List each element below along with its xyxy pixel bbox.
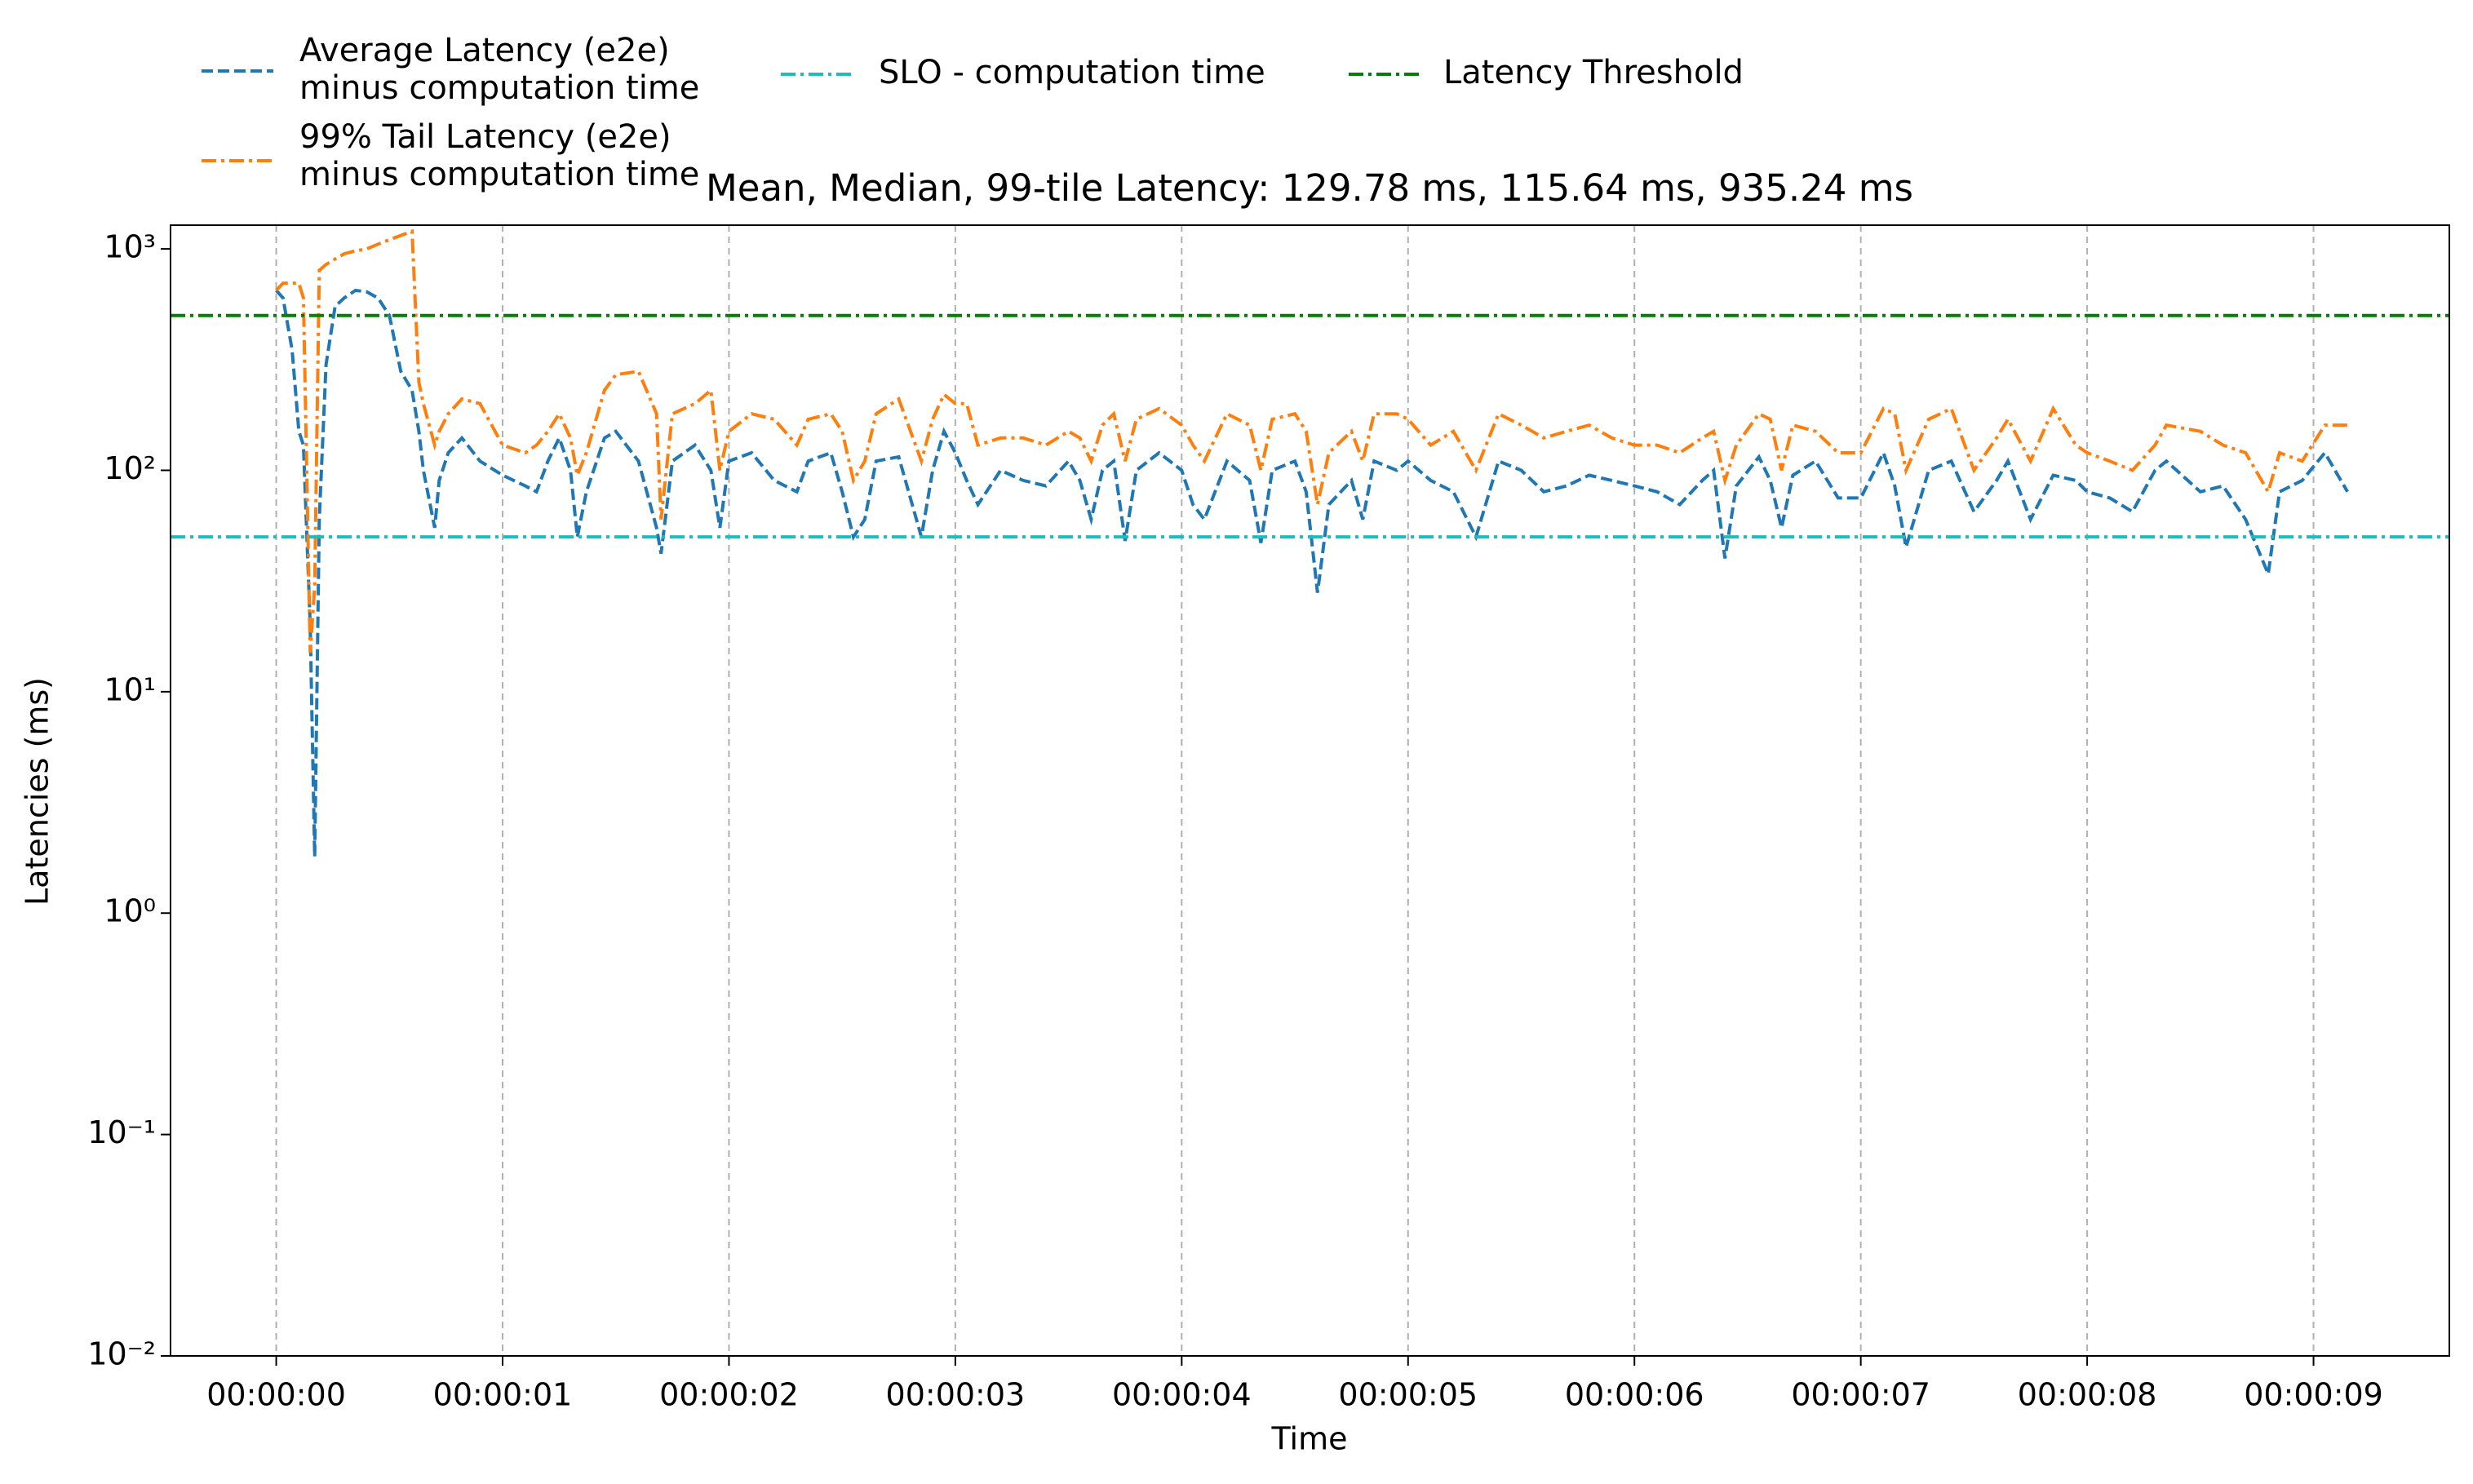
legend-label: Latency Threshold (1443, 54, 1744, 91)
y-tick-label: 10² (104, 450, 156, 486)
x-tick-label: 00:00:01 (433, 1377, 573, 1413)
x-tick-label: 00:00:06 (1565, 1377, 1704, 1413)
legend-label: minus computation time (299, 69, 699, 107)
x-tick-label: 00:00:05 (1338, 1377, 1478, 1413)
x-tick-label: 00:00:08 (2018, 1377, 2157, 1413)
y-tick-label: 10⁰ (104, 893, 156, 929)
x-tick-label: 00:00:04 (1112, 1377, 1252, 1413)
chart-title: Mean, Median, 99-tile Latency: 129.78 ms… (706, 166, 1913, 210)
y-axis-label: Latencies (ms) (20, 677, 55, 906)
series-line (275, 288, 2349, 857)
x-axis-label: Time (1271, 1421, 1348, 1457)
legend-label: 99% Tail Latency (e2e) (299, 118, 671, 156)
legend-label: SLO - computation time (879, 54, 1265, 91)
legend-label: minus computation time (299, 156, 699, 193)
y-tick-label: 10⁻² (87, 1336, 156, 1372)
series-line (275, 228, 2348, 653)
x-tick-label: 00:00:07 (1791, 1377, 1930, 1413)
y-tick-label: 10¹ (104, 671, 156, 707)
y-tick-label: 10⁻¹ (87, 1114, 156, 1150)
y-tick-label: 10³ (104, 229, 156, 265)
x-tick-label: 00:00:09 (2244, 1377, 2383, 1413)
legend-label: Average Latency (e2e) (299, 32, 670, 69)
x-tick-label: 00:00:03 (886, 1377, 1026, 1413)
x-tick-label: 00:00:02 (659, 1377, 799, 1413)
x-tick-label: 00:00:00 (206, 1377, 346, 1413)
plot-frame (170, 224, 2450, 1357)
